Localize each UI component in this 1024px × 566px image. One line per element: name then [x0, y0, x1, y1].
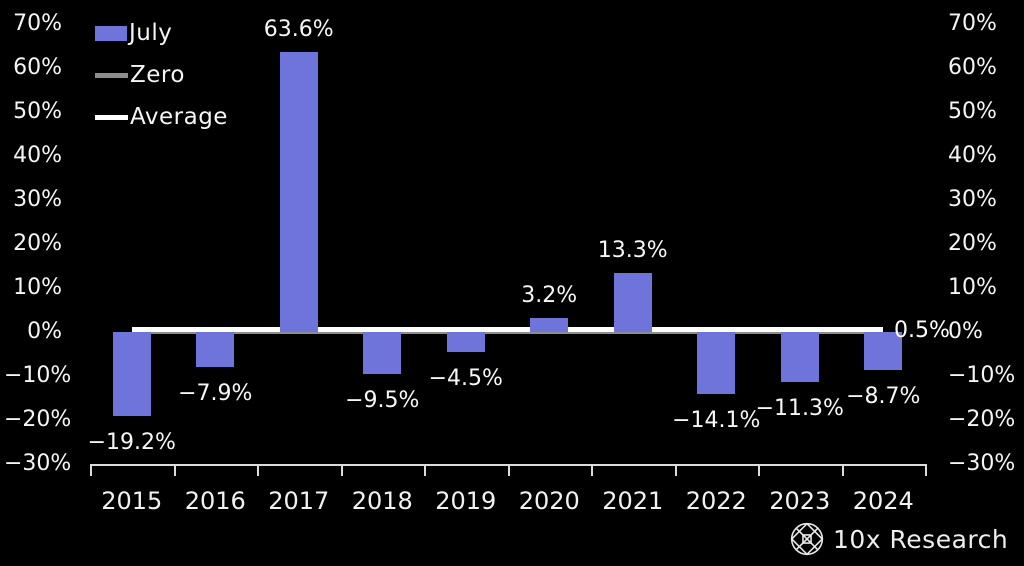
x-axis-tick — [591, 466, 593, 476]
x-tick-label-2015: 2015 — [101, 487, 163, 515]
bar-value-label-2019: −4.5% — [428, 365, 503, 391]
x-tick-label-2019: 2019 — [435, 487, 497, 515]
y-tick-label-right: 50% — [948, 99, 997, 124]
bar-value-label-2020: 3.2% — [521, 282, 578, 308]
y-tick-label-left: −10% — [4, 363, 72, 388]
brand-name: 10x Research — [833, 524, 1009, 554]
legend-item-zero: Zero — [95, 54, 228, 96]
y-tick-label-right: 60% — [948, 55, 997, 80]
x-axis-tick — [507, 466, 510, 476]
x-axis-tick — [90, 466, 92, 476]
y-tick-label-left: −30% — [4, 451, 72, 476]
bar-value-label-2017: 63.6% — [263, 17, 334, 43]
x-axis-tick — [257, 466, 259, 476]
bar-value-label-2015: −19.2% — [87, 430, 176, 456]
y-tick-label-left: 10% — [13, 275, 62, 300]
y-tick-label-right: −10% — [948, 363, 1016, 388]
y-tick-label-right: 20% — [948, 231, 997, 256]
legend-swatch-july — [95, 25, 127, 41]
y-tick-label-left: 0% — [27, 319, 62, 344]
legend-label-average: Average — [130, 104, 228, 130]
x-tick-label-2023: 2023 — [769, 487, 831, 515]
average-value-label: 0.5% — [894, 318, 950, 343]
legend-swatch-average-line — [95, 114, 128, 120]
y-tick-label-left: 20% — [13, 231, 62, 256]
x-tick-label-2024: 2024 — [852, 487, 914, 515]
legend-swatch-zero-line — [95, 72, 128, 78]
y-tick-label-left: −20% — [4, 407, 72, 432]
y-tick-label-left: 60% — [13, 55, 62, 80]
bar-2021 — [613, 273, 652, 332]
y-tick-label-right: 30% — [948, 187, 997, 212]
bar-value-label-2024: −8.7% — [846, 384, 921, 410]
y-tick-label-right: 40% — [948, 143, 997, 168]
x-axis-tick — [424, 466, 426, 476]
x-tick-label-2017: 2017 — [268, 487, 330, 515]
x-tick-label-2018: 2018 — [351, 487, 413, 515]
average-line — [131, 327, 884, 333]
bar-2016 — [196, 332, 235, 367]
x-axis-tick — [758, 466, 760, 476]
y-tick-label-left: 40% — [13, 143, 62, 168]
bar-2017 — [279, 52, 318, 332]
y-tick-label-left: 70% — [13, 11, 62, 36]
bar-value-label-2023: −11.3% — [755, 395, 844, 421]
brand-footer: 10x Research — [790, 522, 1008, 556]
legend-item-average: Average — [95, 96, 228, 138]
bar-2022 — [697, 332, 736, 395]
y-tick-label-right: −20% — [948, 407, 1016, 432]
x-tick-label-2021: 2021 — [602, 487, 664, 515]
chart-legend: July Zero Average — [95, 12, 228, 138]
bar-2018 — [363, 332, 402, 374]
zero-line — [131, 331, 884, 334]
x-axis-tick — [674, 466, 677, 476]
y-tick-label-left: 50% — [13, 99, 62, 124]
bar-2023 — [780, 332, 819, 382]
legend-label-july: July — [129, 20, 173, 46]
y-tick-label-right: 0% — [948, 319, 983, 344]
x-axis-tick — [841, 466, 844, 476]
legend-label-zero: Zero — [130, 62, 185, 88]
x-tick-label-2016: 2016 — [184, 487, 246, 515]
bar-value-label-2018: −9.5% — [345, 387, 420, 413]
x-axis-tick — [340, 466, 343, 476]
x-tick-label-2020: 2020 — [518, 487, 580, 515]
y-tick-label-right: −30% — [948, 451, 1016, 476]
x-axis-tick — [925, 466, 927, 476]
x-tick-label-2022: 2022 — [685, 487, 747, 515]
bar-2015 — [112, 332, 151, 417]
y-tick-label-right: 70% — [948, 11, 997, 36]
bar-2020 — [530, 317, 569, 332]
bar-2019 — [446, 332, 485, 352]
tenx-research-logo-icon — [790, 522, 824, 556]
bar-value-label-2016: −7.9% — [178, 380, 253, 406]
y-tick-label-left: 30% — [13, 187, 62, 212]
bar-value-label-2021: 13.3% — [597, 238, 668, 264]
x-axis-tick — [173, 466, 176, 476]
x-axis-line — [90, 464, 927, 466]
bar-value-label-2022: −14.1% — [672, 408, 761, 434]
bar-2024 — [864, 332, 903, 371]
y-tick-label-right: 10% — [948, 275, 997, 300]
legend-item-july: July — [95, 12, 228, 54]
